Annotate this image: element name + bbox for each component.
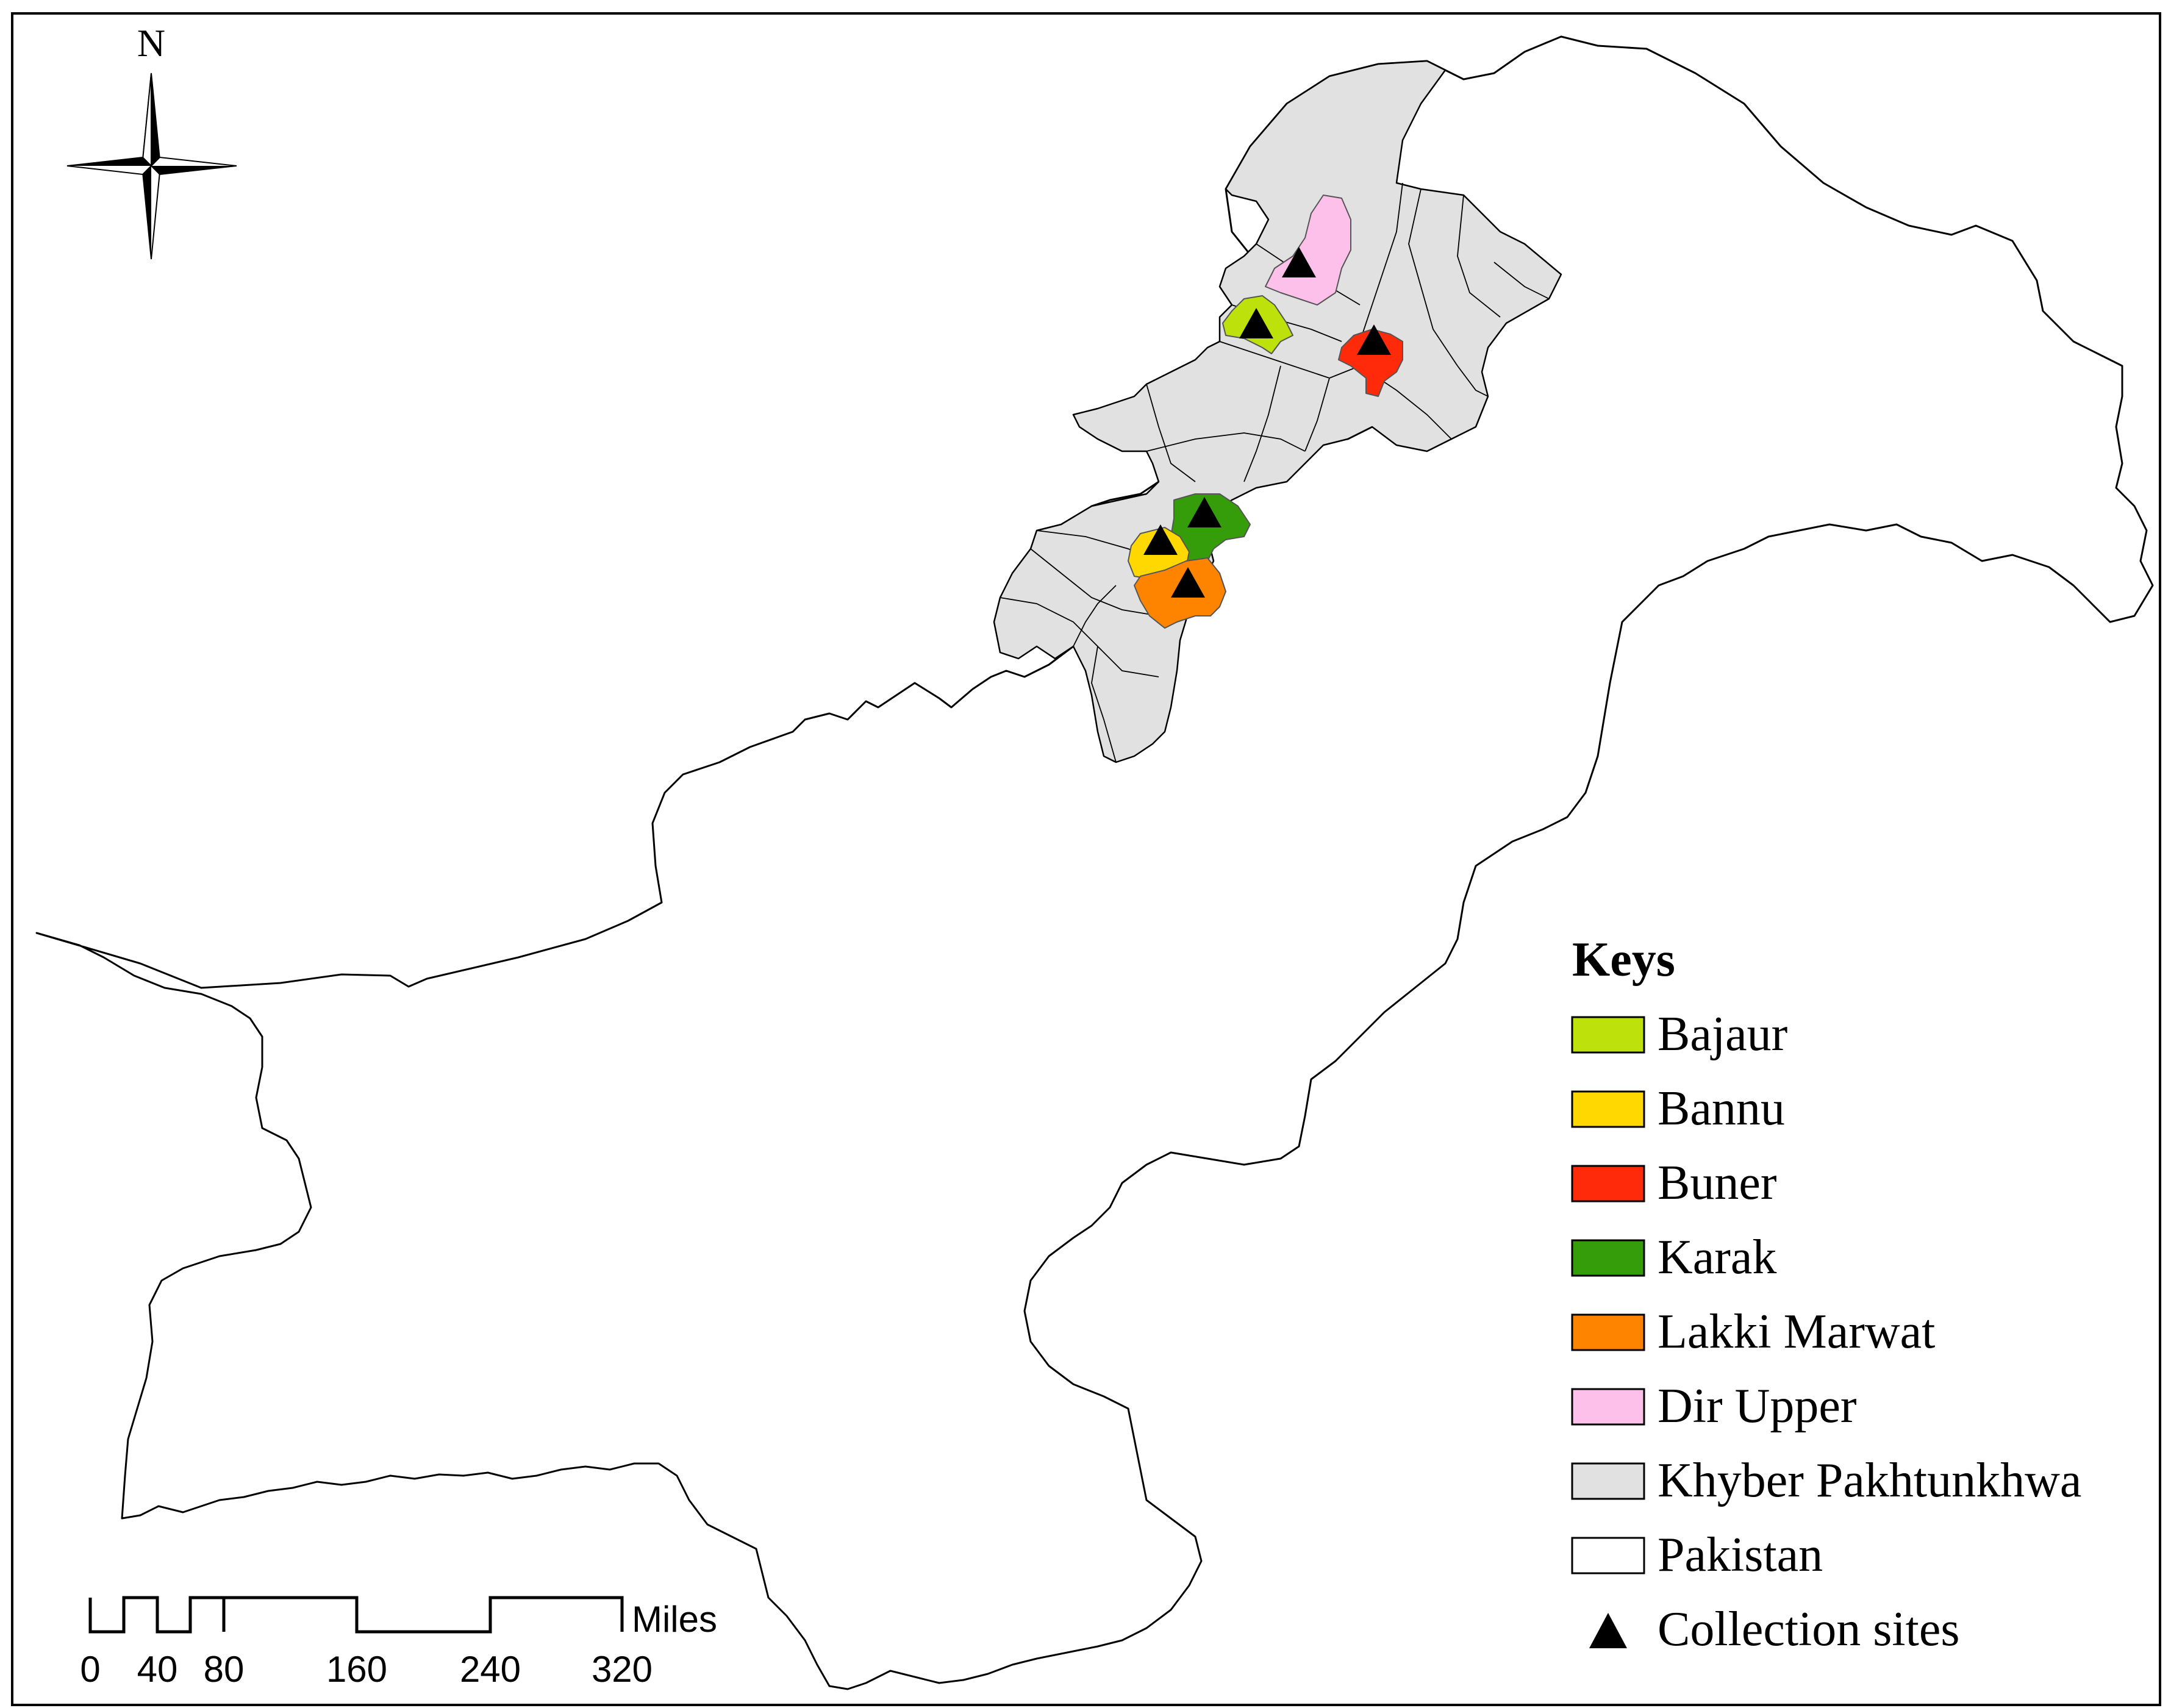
site-karak [1187, 497, 1221, 527]
collection-sites [1143, 247, 1391, 598]
legend-swatch-dir-upper [1571, 1388, 1645, 1426]
site-buner [1357, 324, 1391, 355]
legend-label-dir-upper: Dir Upper [1658, 1379, 1857, 1433]
scale-bar-line [88, 1596, 624, 1634]
legend-label-collection-sites: Collection sites [1658, 1603, 1960, 1656]
site-dir-upper [1282, 247, 1316, 277]
legend-triangle-icon [1589, 1613, 1627, 1648]
legend-swatch-khyber-pakhtunkhwa [1571, 1462, 1645, 1500]
pakistan-outline [35, 35, 2154, 1690]
legend-swatch-pakistan [1571, 1537, 1645, 1574]
scale-tick-320: 320 [592, 1649, 653, 1690]
scale-tick-80: 80 [204, 1649, 245, 1690]
site-lakki-marwat [1171, 567, 1205, 598]
legend-title: Keys [1572, 933, 1675, 987]
map-frame [11, 12, 2161, 1706]
scale-bar: Miles 0 40 80 160 240 320 [80, 1596, 717, 1690]
north-label: N [137, 21, 165, 65]
north-arrow: N [66, 21, 237, 260]
scale-tick-240: 240 [460, 1649, 521, 1690]
legend-label-lakki-marwat: Lakki Marwat [1658, 1305, 1935, 1359]
legend-swatch-buner [1571, 1165, 1645, 1202]
legend-label-pakistan: Pakistan [1658, 1528, 1823, 1582]
legend-swatch-bannu [1571, 1090, 1645, 1128]
legend-label-khyber-pakhtunkhwa: Khyber Pakhtunkhwa [1658, 1454, 2081, 1507]
site-bannu [1143, 524, 1178, 555]
scale-tick-160: 160 [326, 1649, 387, 1690]
scale-tick-0: 0 [80, 1649, 100, 1690]
legend-swatch-karak [1571, 1239, 1645, 1277]
legend-label-buner: Buner [1658, 1156, 1777, 1210]
legend-label-bannu: Bannu [1658, 1082, 1785, 1135]
legend-swatch-lakki-marwat [1571, 1313, 1645, 1351]
legend-swatch-bajaur [1571, 1016, 1645, 1054]
legend-label-karak: Karak [1658, 1231, 1776, 1284]
scale-unit: Miles [632, 1599, 717, 1640]
site-bajaur [1239, 308, 1273, 338]
legend: Keys Bajaur Bannu Buner Karak Lakki Marw… [1571, 933, 2081, 1656]
scale-tick-40: 40 [137, 1649, 178, 1690]
district-buner [1338, 329, 1403, 397]
legend-label-bajaur: Bajaur [1658, 1007, 1787, 1061]
